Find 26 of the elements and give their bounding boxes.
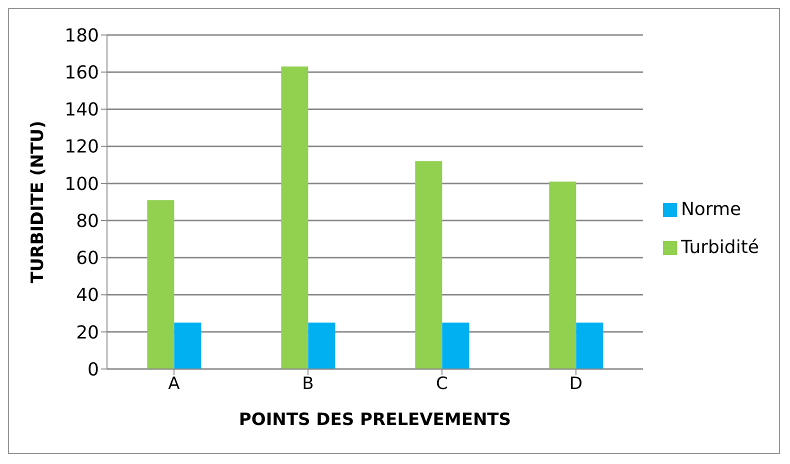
y-tick-label: 60: [76, 248, 99, 270]
y-tick-label: 40: [76, 285, 99, 306]
x-tick-label: D: [569, 374, 582, 394]
y-tick-label: 100: [64, 174, 99, 195]
x-tick-label: C: [436, 374, 448, 394]
bar: [174, 322, 202, 369]
y-tick-label: 0: [88, 359, 99, 380]
bar: [281, 66, 308, 369]
bar: [415, 161, 442, 369]
y-tick-label: 180: [64, 25, 99, 46]
bar: [147, 200, 174, 369]
legend-label: Norme: [680, 199, 742, 220]
y-tick-label: 160: [64, 62, 99, 84]
y-tick-label: 120: [64, 136, 99, 158]
bar: [308, 322, 336, 369]
y-tick-label: 80: [76, 210, 99, 232]
y-axis-title: TURBIDITE (NTU): [28, 120, 48, 284]
x-tick-label: A: [168, 374, 180, 394]
bar: [442, 322, 470, 369]
y-tick-label: 20: [76, 322, 99, 344]
legend-label: Turbidité: [680, 237, 759, 258]
y-tick-label: 140: [64, 100, 99, 121]
x-tick-label: B: [302, 374, 314, 394]
bar: [549, 182, 576, 369]
x-axis-title: POINTS DES PRELEVEMENTS: [238, 410, 512, 430]
bar: [576, 322, 604, 369]
